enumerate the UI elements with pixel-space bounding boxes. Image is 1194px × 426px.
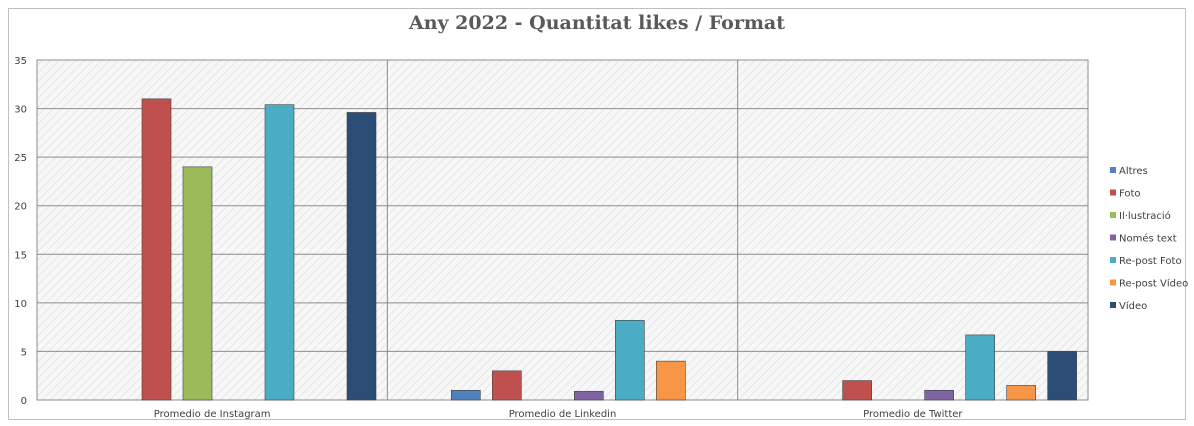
bar bbox=[842, 380, 872, 401]
bar bbox=[264, 104, 295, 401]
legend-label: Foto bbox=[1119, 189, 1141, 200]
x-tick-label: Promedio de Instagram bbox=[154, 409, 271, 420]
bars bbox=[141, 98, 1077, 401]
legend-swatch bbox=[1110, 234, 1116, 241]
bar bbox=[451, 389, 481, 401]
legend-swatch bbox=[1110, 189, 1116, 196]
legend-swatch bbox=[1110, 257, 1116, 263]
y-tick-label: 25 bbox=[14, 153, 27, 164]
legend-swatch bbox=[1110, 167, 1116, 173]
bar bbox=[346, 112, 377, 401]
legend-label: Altres bbox=[1119, 166, 1148, 177]
y-tick-label: 20 bbox=[14, 202, 27, 213]
bar bbox=[615, 320, 645, 401]
legend: Altres Foto Il·lustració Només text Re-post … bbox=[1110, 166, 1188, 312]
bar bbox=[574, 390, 604, 401]
bar bbox=[1047, 351, 1077, 401]
legend-swatch bbox=[1110, 302, 1116, 308]
x-tick-label: Promedio de Twitter bbox=[863, 409, 963, 420]
legend-swatch bbox=[1110, 279, 1116, 286]
legend-label: Només text bbox=[1119, 233, 1177, 245]
bar bbox=[141, 98, 172, 401]
y-tick-label: 10 bbox=[14, 299, 27, 310]
x-axis-ticks: Promedio de Instagram Promedio de Linkedi… bbox=[154, 409, 964, 420]
bar bbox=[656, 360, 686, 401]
legend-label: Il·lustració bbox=[1119, 210, 1171, 222]
category-separators bbox=[386, 60, 739, 400]
y-tick-label: 15 bbox=[14, 250, 27, 261]
y-tick-label: 35 bbox=[14, 56, 27, 67]
bar bbox=[182, 166, 213, 401]
legend-label: Re-post Foto bbox=[1119, 256, 1182, 267]
bar bbox=[1006, 385, 1036, 401]
legend-label: Re-post Vídeo bbox=[1119, 278, 1188, 290]
y-axis-ticks: 0 5 10 15 20 25 30 35 bbox=[14, 56, 27, 407]
legend-swatch bbox=[1110, 212, 1116, 218]
y-tick-label: 30 bbox=[14, 105, 27, 116]
y-tick-label: 0 bbox=[21, 396, 27, 407]
chart-title: Any 2022 - Quantitat likes / Format bbox=[408, 12, 786, 34]
bar bbox=[492, 370, 522, 401]
bar bbox=[924, 389, 954, 401]
legend-label: Vídeo bbox=[1119, 300, 1147, 312]
y-tick-label: 5 bbox=[21, 347, 27, 358]
bar bbox=[965, 334, 995, 401]
x-tick-label: Promedio de Linkedin bbox=[509, 409, 617, 420]
